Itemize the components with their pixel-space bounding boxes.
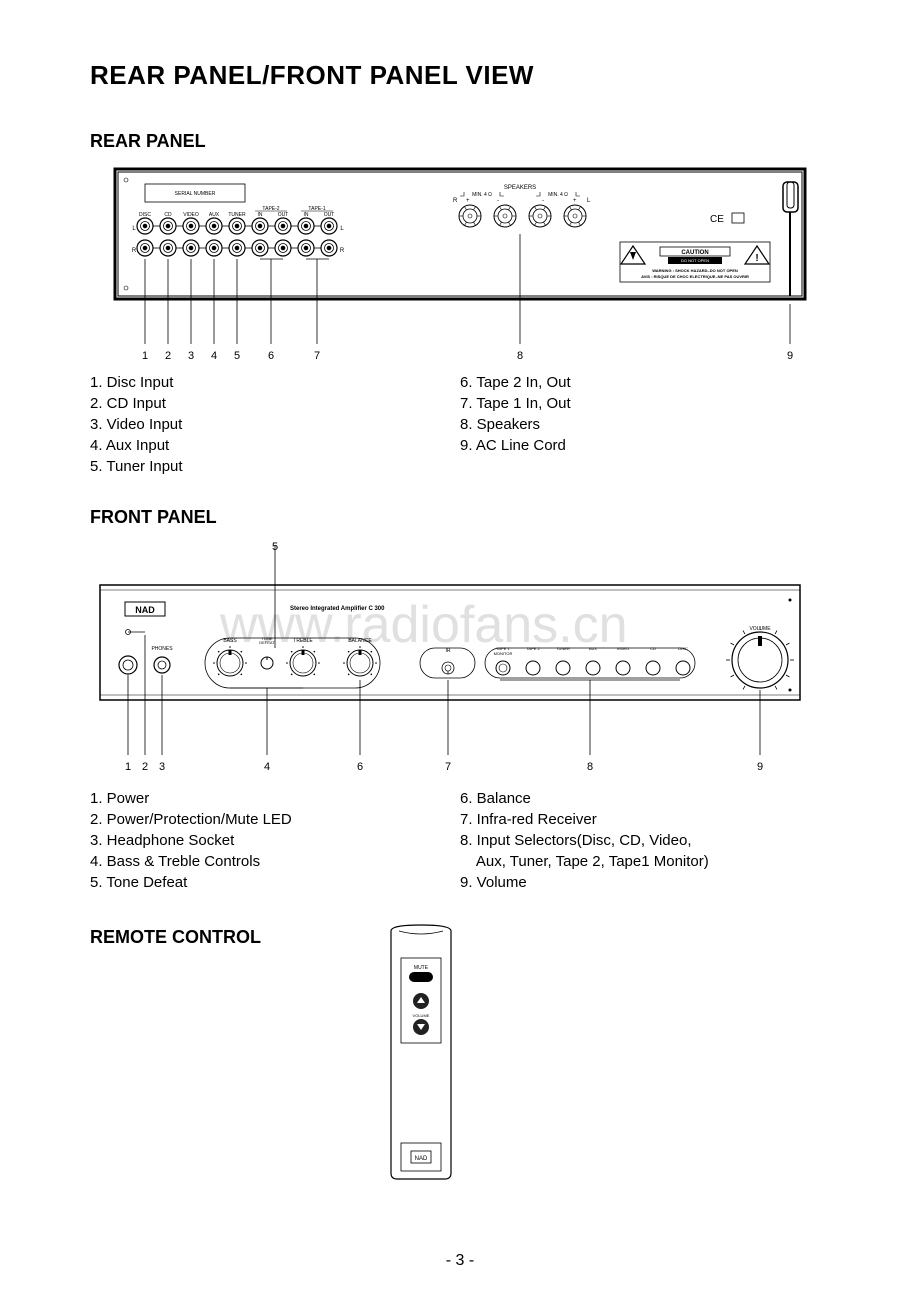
svg-text:L: L [340,226,344,232]
svg-text:AVIS : RISQUE DE CHOC ELECTRIQ: AVIS : RISQUE DE CHOC ELECTRIQUE–NE PAS … [641,274,749,279]
svg-text:L: L [587,198,591,204]
svg-text:R: R [340,248,345,254]
svg-text:4: 4 [211,350,217,362]
svg-text:IN: IN [304,212,309,218]
brand-label: NAD [135,605,155,615]
svg-text:6: 6 [357,761,363,773]
front-legend-1: 1. Power [90,788,460,809]
svg-text:L: L [132,226,136,232]
rear-legend-6: 6. Tape 2 In, Out [460,372,830,393]
svg-text:DISC: DISC [678,646,688,651]
front-legend-8: 8. Input Selectors(Disc, CD, Video, [460,830,830,851]
svg-text:IN: IN [258,212,263,218]
svg-text:+: + [466,198,470,204]
svg-text:PHONES: PHONES [151,646,173,652]
front-legend-2: 2. Power/Protection/Mute LED [90,809,460,830]
rear-legend: 1. Disc Input 2. CD Input 3. Video Input… [90,372,830,477]
speakers-label: SPEAKERS [504,185,536,191]
front-legend-7: 7. Infra-red Receiver [460,809,830,830]
svg-text:CAUTION: CAUTION [681,250,708,256]
remote-title: REMOTE CONTROL [90,927,261,948]
svg-text:3: 3 [188,350,194,362]
svg-text:CD: CD [650,646,656,651]
svg-text:9: 9 [757,761,763,773]
front-legend-5: 5. Tone Defeat [90,872,460,893]
svg-text:!: ! [755,253,758,264]
svg-text:NAD: NAD [415,1156,428,1162]
rear-legend-4: 4. Aux Input [90,435,460,456]
svg-text:R: R [132,248,137,254]
page-title: REAR PANEL/FRONT PANEL VIEW [90,60,830,91]
rear-panel-diagram: SERIAL NUMBER DISC CD VIDEO AUX TUNER TA… [90,164,810,364]
svg-text:7: 7 [445,761,451,773]
svg-text:-: - [542,198,544,204]
svg-text:TUNER: TUNER [556,646,570,651]
svg-text:8: 8 [587,761,593,773]
front-legend-6: 6. Balance [460,788,830,809]
serial-label: SERIAL NUMBER [175,191,216,197]
svg-text:TUNER: TUNER [228,212,246,218]
model-label: Stereo Integrated Amplifier C 300 [290,606,385,612]
front-legend-9: 9. Volume [460,872,830,893]
svg-text:IR: IR [446,648,451,654]
svg-text:BASS: BASS [223,638,237,644]
svg-text:TREBLE: TREBLE [293,638,313,644]
svg-text:VOLUME: VOLUME [413,1013,430,1018]
svg-text:-: - [497,198,499,204]
svg-text:DEFEAT: DEFEAT [259,640,275,645]
svg-text:DO NOT OPEN: DO NOT OPEN [681,258,709,263]
front-legend-8b: Aux, Tuner, Tape 2, Tape1 Monitor) [460,851,830,872]
svg-text:4: 4 [264,761,270,773]
svg-text:MONITOR: MONITOR [494,651,513,656]
front-legend-4: 4. Bass & Treble Controls [90,851,460,872]
svg-text:1: 1 [125,761,131,773]
svg-text:1: 1 [142,350,148,362]
rear-legend-2: 2. CD Input [90,393,460,414]
page-number: - 3 - [0,1252,920,1270]
front-legend: 1. Power 2. Power/Protection/Mute LED 3.… [90,788,830,893]
svg-text:2: 2 [165,350,171,362]
svg-text:3: 3 [159,761,165,773]
svg-text:DISC: DISC [139,212,151,218]
svg-text:CE: CE [710,214,724,225]
svg-text:AUX: AUX [589,646,598,651]
rear-legend-9: 9. AC Line Cord [460,435,830,456]
front-legend-3: 3. Headphone Socket [90,830,460,851]
svg-text:VIDEO: VIDEO [183,212,199,218]
svg-text:7: 7 [314,350,320,362]
svg-text:6: 6 [268,350,274,362]
svg-text:CD: CD [164,212,172,218]
svg-text:5: 5 [234,350,240,362]
svg-text:MUTE: MUTE [414,965,429,971]
svg-text:+: + [573,198,577,204]
rear-legend-3: 3. Video Input [90,414,460,435]
rear-legend-8: 8. Speakers [460,414,830,435]
svg-text:OUT: OUT [324,212,335,218]
svg-text:8: 8 [517,350,523,362]
svg-text:OUT: OUT [278,212,289,218]
svg-text:R: R [453,198,458,204]
svg-text:MIN. 4 Ω: MIN. 4 Ω [548,192,568,198]
remote-diagram: MUTE VOLUME NAD [371,923,471,1188]
svg-text:9: 9 [787,350,793,362]
front-panel-title: FRONT PANEL [90,507,830,528]
rear-legend-5: 5. Tuner Input [90,456,460,477]
svg-text:WARNING : SHOCK HAZARD–DO NOT: WARNING : SHOCK HAZARD–DO NOT OPEN [652,268,738,273]
svg-text:5: 5 [272,541,278,553]
svg-text:2: 2 [142,761,148,773]
front-panel-diagram: www.radiofans.cn 5 NAD Stereo Integrated… [90,540,810,780]
rear-legend-7: 7. Tape 1 In, Out [460,393,830,414]
svg-text:TAPE 2: TAPE 2 [526,646,540,651]
svg-text:MIN. 4 Ω: MIN. 4 Ω [472,192,492,198]
svg-text:AUX: AUX [209,212,220,218]
svg-text:BALANCE: BALANCE [348,638,372,644]
rear-legend-1: 1. Disc Input [90,372,460,393]
svg-text:VIDEO: VIDEO [617,646,629,651]
rear-panel-title: REAR PANEL [90,131,830,152]
